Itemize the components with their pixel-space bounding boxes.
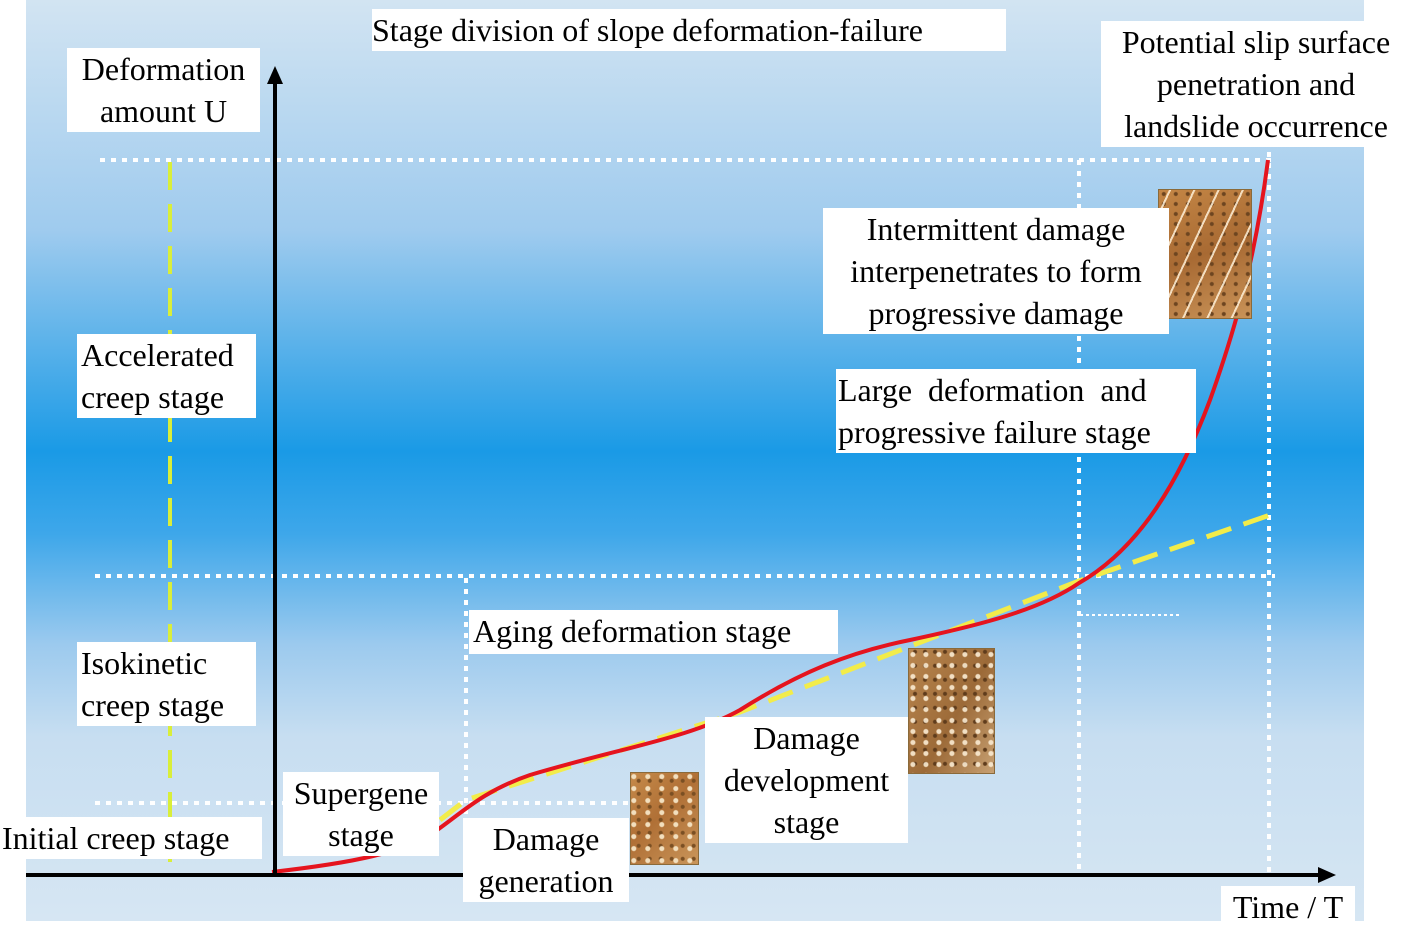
y-axis-label-line1: Deformation (81, 51, 246, 87)
rock-texture-damage-development-icon (909, 649, 994, 773)
potential-line2: penetration and (1156, 66, 1356, 102)
gradient-background (26, 0, 1364, 921)
intermittent-damage-label: Intermittent damage interpenetrates to f… (823, 208, 1169, 334)
accelerated-creep-stage-label: Accelerated creep stage (77, 334, 256, 418)
axes (26, 66, 1336, 883)
isokinetic-line2: creep stage (81, 687, 225, 723)
x-axis-arrow-icon (1318, 867, 1336, 883)
y-axis-label-line2: amount U (99, 93, 228, 129)
large-deformation-line2: progressive failure stage (838, 414, 1151, 450)
damage-generation-line2: generation (478, 863, 614, 899)
accelerated-line2: creep stage (81, 379, 225, 415)
rock-texture-progressive-damage-icon (1159, 190, 1251, 318)
intermittent-line3: progressive damage (868, 295, 1124, 331)
potential-line3: landslide occurrence (1124, 108, 1388, 144)
damage-development-stage-label: Damage development stage (705, 717, 908, 843)
deformation-curve (271, 159, 1270, 874)
damage-development-line1: Damage (753, 720, 860, 756)
diagram-title: Stage division of slope deformation-fail… (372, 9, 1006, 51)
rock-texture-damage-generation-icon (631, 773, 698, 864)
intermittent-line2: interpenetrates to form (850, 253, 1142, 289)
damage-development-line3: stage (773, 804, 840, 840)
potential-slip-surface-label: Potential slip surface penetration and l… (1101, 21, 1411, 147)
x-axis-label: Time / T (1221, 886, 1355, 928)
accelerated-line1: Accelerated (81, 337, 234, 373)
large-deformation-line1: Large deformation and (838, 372, 1147, 408)
large-deformation-stage-label: Large deformation and progressive failur… (836, 369, 1196, 453)
supergene-line2: stage (328, 817, 394, 853)
initial-creep-stage-label: Initial creep stage (0, 817, 262, 859)
potential-line1: Potential slip surface (1121, 24, 1391, 60)
isokinetic-creep-stage-label: Isokinetic creep stage (77, 642, 256, 726)
y-axis-label: Deformation amount U (67, 48, 260, 132)
y-axis-arrow-icon (267, 66, 283, 84)
isokinetic-line1: Isokinetic (81, 645, 208, 681)
supergene-stage-label: Supergene stage (283, 772, 439, 856)
supergene-line1: Supergene (293, 775, 429, 811)
damage-generation-label: Damage generation (463, 818, 629, 902)
intermittent-line1: Intermittent damage (866, 211, 1126, 247)
damage-generation-line1: Damage (492, 821, 600, 857)
aging-deformation-stage-label: Aging deformation stage (469, 610, 838, 654)
damage-development-line2: development (723, 762, 890, 798)
